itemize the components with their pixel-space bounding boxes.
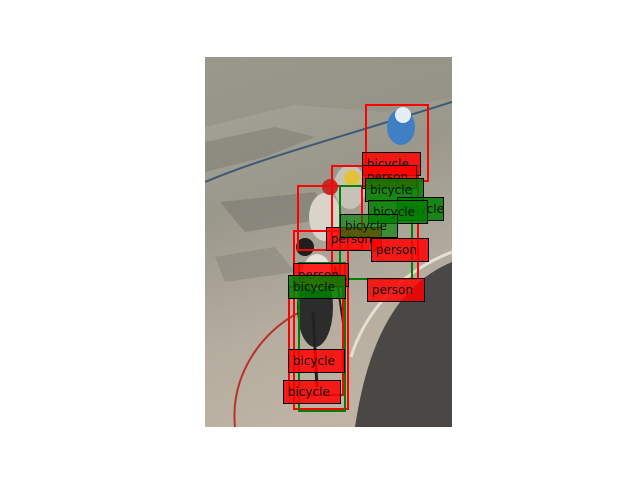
label-tag: bicycle [288, 349, 345, 373]
label-tag: bicycle [283, 380, 341, 404]
label-tag: bicycle [340, 214, 398, 238]
label-tag: person [371, 238, 429, 262]
label-tag: bicycle [288, 275, 346, 299]
photo-scene [205, 57, 452, 427]
label-tag: person [367, 278, 425, 302]
detection-box [293, 230, 349, 410]
